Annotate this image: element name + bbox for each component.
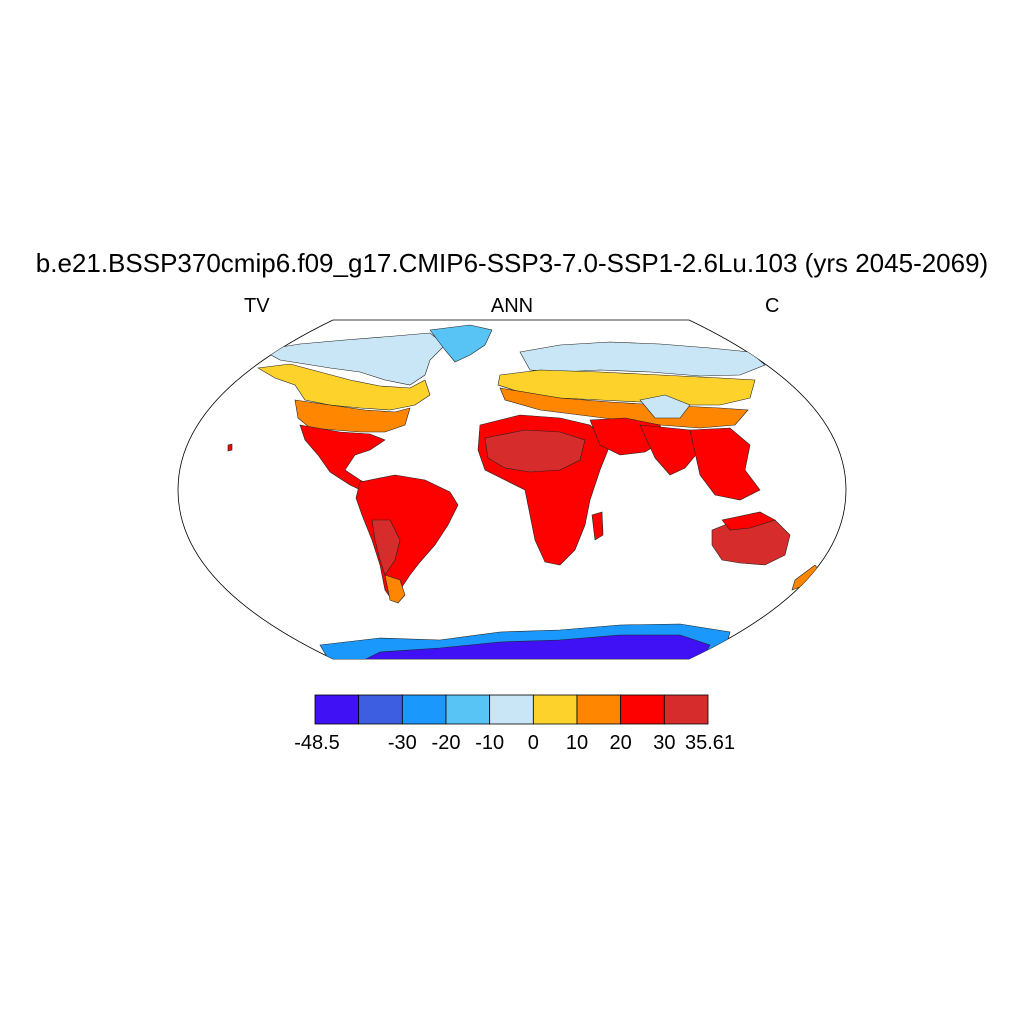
subtitle-right: C — [765, 295, 780, 317]
north-america-yellow — [257, 363, 431, 411]
eurasia-orange — [499, 387, 749, 429]
south-america-orange — [384, 574, 406, 604]
colorbar-tick-label: 35.61 — [684, 732, 736, 754]
colorbar-tick-label: 20 — [609, 732, 632, 754]
colorbar-swatch — [663, 694, 709, 725]
land-field — [227, 324, 821, 659]
colorbar — [314, 694, 709, 725]
tibet-light — [639, 394, 691, 419]
south-america-red — [355, 474, 459, 601]
colorbar-swatch — [358, 694, 403, 725]
subtitle-center: ANN — [490, 295, 534, 317]
south-america-dark — [371, 519, 401, 576]
greenland — [429, 324, 493, 363]
colorbar-swatch — [620, 694, 665, 725]
colorbar-tick-label: 0 — [527, 732, 539, 754]
map-title: b.e21.BSSP370cmip6.f09_g17.CMIP6-SSP3-7.… — [35, 248, 989, 278]
sahara-dark — [484, 429, 586, 473]
colorbar-swatch — [576, 694, 622, 725]
southeast-asia-red — [689, 427, 761, 501]
colorbar-tick-label: -10 — [475, 732, 505, 754]
north-america-arctic — [261, 332, 446, 386]
colorbar-tick-label: 10 — [565, 732, 589, 754]
colorbar-tick-label: -30 — [387, 732, 417, 754]
colorbar-swatch — [489, 694, 534, 725]
australia-north-red — [721, 511, 776, 531]
colorbar-swatch — [445, 694, 491, 725]
colorbar-swatch — [401, 694, 447, 725]
madagascar — [591, 511, 604, 541]
antarctica-inner — [359, 634, 711, 659]
colorbar-swatch — [314, 694, 360, 725]
hawaii — [227, 443, 233, 452]
north-america-red — [299, 424, 386, 493]
colorbar-swatch — [532, 694, 578, 725]
colorbar-tick-label: 30 — [653, 732, 676, 754]
subtitle-left: TV — [244, 295, 270, 317]
colorbar-tick-label: -48.5 — [294, 732, 340, 754]
colorbar-tick-label: -20 — [431, 732, 461, 754]
